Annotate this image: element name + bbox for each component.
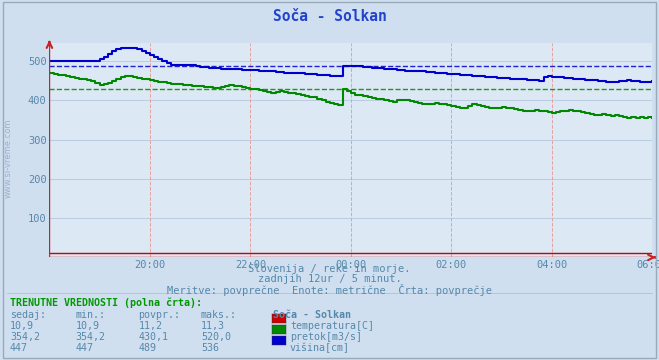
Text: 489: 489 [138, 343, 156, 353]
Text: sedaj:: sedaj: [10, 310, 46, 320]
Text: Soča - Solkan: Soča - Solkan [273, 9, 386, 24]
Text: 10,9: 10,9 [10, 321, 34, 331]
Text: 520,0: 520,0 [201, 332, 231, 342]
Text: 11,2: 11,2 [138, 321, 162, 331]
Text: min.:: min.: [76, 310, 106, 320]
Text: 11,3: 11,3 [201, 321, 225, 331]
Text: TRENUTNE VREDNOSTI (polna črta):: TRENUTNE VREDNOSTI (polna črta): [10, 297, 202, 307]
Text: maks.:: maks.: [201, 310, 237, 320]
Text: zadnjih 12ur / 5 minut.: zadnjih 12ur / 5 minut. [258, 274, 401, 284]
Text: www.si-vreme.com: www.si-vreme.com [3, 119, 13, 198]
Text: 354,2: 354,2 [76, 332, 106, 342]
Text: Soča - Solkan: Soča - Solkan [273, 310, 351, 320]
Text: 536: 536 [201, 343, 219, 353]
Text: višina[cm]: višina[cm] [290, 343, 350, 353]
Text: 430,1: 430,1 [138, 332, 169, 342]
Text: povpr.:: povpr.: [138, 310, 181, 320]
Text: 354,2: 354,2 [10, 332, 40, 342]
Text: temperatura[C]: temperatura[C] [290, 321, 374, 331]
Text: 10,9: 10,9 [76, 321, 100, 331]
Text: pretok[m3/s]: pretok[m3/s] [290, 332, 362, 342]
Text: Slovenija / reke in morje.: Slovenija / reke in morje. [248, 264, 411, 274]
Text: 447: 447 [10, 343, 28, 353]
Text: 447: 447 [76, 343, 94, 353]
Text: Meritve: povprečne  Enote: metrične  Črta: povprečje: Meritve: povprečne Enote: metrične Črta:… [167, 284, 492, 296]
